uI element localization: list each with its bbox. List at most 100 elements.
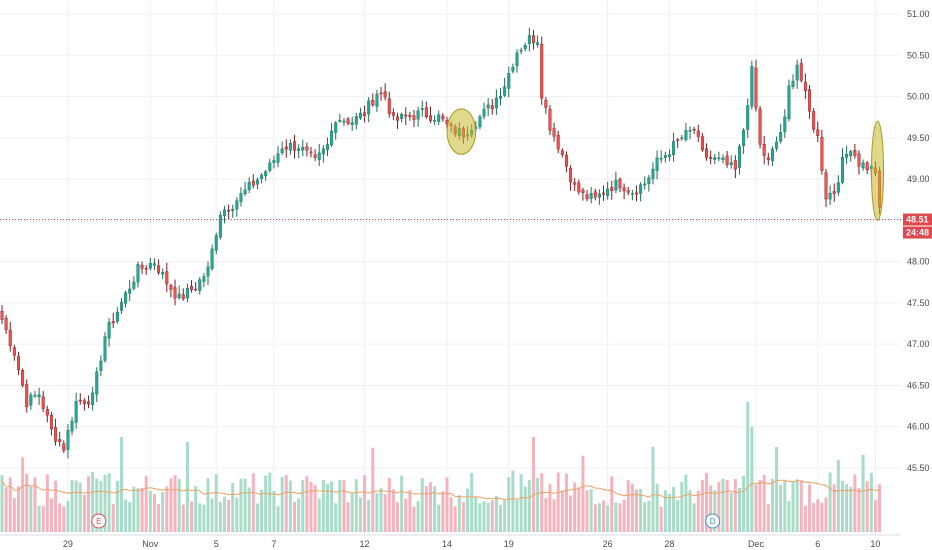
volume-bar bbox=[293, 501, 297, 532]
volume-bar bbox=[746, 402, 750, 532]
time-tick-label: 5 bbox=[214, 539, 219, 549]
volume-bar bbox=[433, 486, 437, 532]
volume-bar bbox=[766, 504, 770, 532]
candle-body bbox=[235, 200, 239, 210]
time-axis[interactable]: 29 Nov 5 7 12 14 19 26 28 Dec 6 10 bbox=[63, 539, 881, 549]
volume-bar bbox=[630, 483, 634, 532]
volume-bar bbox=[206, 478, 210, 532]
candle-body bbox=[614, 179, 618, 191]
volume-bar bbox=[140, 487, 144, 532]
volume-bar bbox=[408, 490, 412, 532]
candle-body bbox=[152, 263, 156, 266]
candle-body bbox=[222, 209, 226, 216]
volume-bar bbox=[606, 505, 610, 532]
candle-body bbox=[350, 122, 354, 125]
volume-bar bbox=[330, 481, 334, 532]
candle-body bbox=[144, 267, 148, 270]
candle-body bbox=[742, 130, 746, 146]
candle-body bbox=[12, 347, 16, 356]
time-tick-label: Dec bbox=[748, 539, 765, 549]
candle-body bbox=[556, 134, 560, 150]
volume-bar bbox=[758, 479, 762, 532]
price-candles[interactable] bbox=[0, 27, 882, 459]
candle-body bbox=[820, 137, 824, 171]
candle-body bbox=[622, 187, 626, 192]
volume-bar bbox=[288, 480, 292, 532]
volume-bar bbox=[655, 483, 659, 532]
volume-bar bbox=[812, 502, 816, 532]
volume-bar bbox=[358, 497, 362, 532]
candle-body bbox=[676, 139, 680, 141]
candle-body bbox=[655, 157, 659, 171]
volume-bar bbox=[515, 499, 519, 532]
volume-bar bbox=[672, 486, 676, 532]
volume-bar bbox=[474, 497, 478, 532]
current-price-tag: 48.51 24:48 bbox=[903, 213, 932, 239]
candle-body bbox=[651, 168, 655, 179]
volume-bar bbox=[119, 437, 123, 532]
volume-bar bbox=[49, 498, 53, 532]
volume-bar bbox=[128, 501, 132, 532]
volume-bar bbox=[29, 486, 33, 532]
volume-bar bbox=[663, 490, 667, 532]
volume-bar bbox=[383, 494, 387, 532]
volume-bar bbox=[709, 485, 713, 532]
volume-bar bbox=[639, 488, 643, 532]
volume-bar bbox=[556, 472, 560, 532]
volume-bar bbox=[803, 505, 807, 532]
candle-body bbox=[420, 108, 424, 110]
candle-body bbox=[828, 193, 832, 200]
candle-body bbox=[787, 85, 791, 120]
volume-bar bbox=[737, 487, 741, 532]
candle-body bbox=[544, 100, 548, 108]
volume-bar bbox=[276, 506, 280, 532]
volume-bar bbox=[676, 500, 680, 532]
candle-body bbox=[667, 154, 671, 157]
volume-bar bbox=[305, 476, 309, 532]
volume-bar bbox=[873, 500, 877, 532]
candle-body bbox=[49, 415, 53, 430]
volume-bar bbox=[449, 497, 453, 532]
volume-bar bbox=[66, 501, 70, 532]
candle-body bbox=[816, 129, 820, 136]
volume-bar bbox=[564, 473, 568, 532]
candle-body bbox=[148, 262, 152, 269]
volume-bar bbox=[190, 501, 194, 532]
volume-bar bbox=[185, 442, 189, 532]
candle-body bbox=[202, 276, 206, 282]
volume-bar bbox=[453, 506, 457, 532]
volume-bar bbox=[152, 494, 156, 532]
candle-body bbox=[791, 80, 795, 87]
candle-body bbox=[775, 141, 779, 149]
volume-bar bbox=[878, 484, 882, 532]
highlight-ellipse bbox=[446, 108, 477, 155]
candle-body bbox=[552, 128, 556, 137]
volume-bar bbox=[527, 480, 531, 532]
candle-body bbox=[313, 154, 317, 158]
candle-body bbox=[157, 265, 161, 273]
volume-bar bbox=[799, 481, 803, 532]
volume-bar bbox=[78, 482, 82, 532]
volume-bar bbox=[103, 474, 107, 532]
volume-bar bbox=[297, 498, 301, 532]
volume-bar bbox=[750, 427, 754, 532]
volume-bar bbox=[181, 504, 185, 532]
volume-bar bbox=[260, 490, 264, 532]
volume-bar bbox=[634, 489, 638, 532]
candle-body bbox=[218, 215, 222, 238]
volume-bar bbox=[832, 484, 836, 532]
volume-bar bbox=[317, 498, 321, 532]
volume-bar bbox=[840, 480, 844, 532]
candle-body bbox=[210, 248, 214, 269]
volume-bar bbox=[783, 480, 787, 532]
candle-body bbox=[643, 183, 647, 186]
candle-body bbox=[239, 193, 243, 202]
volume-bar bbox=[519, 474, 523, 532]
candle-body bbox=[441, 115, 445, 120]
candle-body bbox=[428, 115, 432, 121]
candle-body bbox=[107, 322, 111, 339]
volume-bar bbox=[523, 486, 527, 532]
candle-body bbox=[581, 189, 585, 194]
candle-body bbox=[857, 153, 861, 167]
